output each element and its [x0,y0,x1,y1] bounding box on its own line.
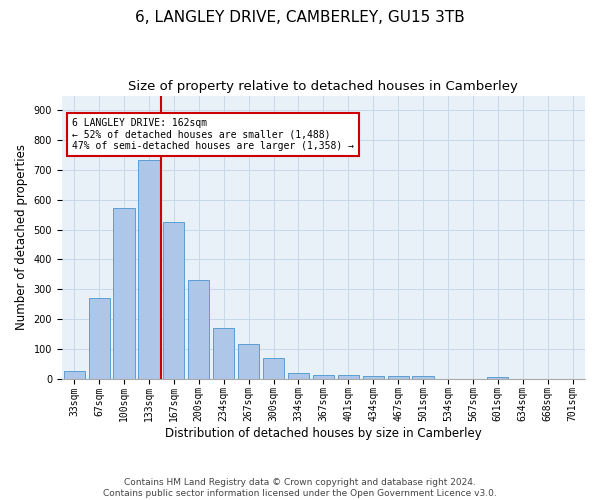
Bar [238,344,259,378]
Bar [139,160,160,378]
Bar [163,222,184,378]
Bar [288,372,309,378]
Bar [89,298,110,378]
Bar [213,328,235,378]
Bar [64,371,85,378]
Bar [388,376,409,378]
Bar [362,376,384,378]
Bar [412,376,434,378]
Bar [338,374,359,378]
X-axis label: Distribution of detached houses by size in Camberley: Distribution of detached houses by size … [165,427,482,440]
Bar [487,377,508,378]
Text: Contains HM Land Registry data © Crown copyright and database right 2024.
Contai: Contains HM Land Registry data © Crown c… [103,478,497,498]
Title: Size of property relative to detached houses in Camberley: Size of property relative to detached ho… [128,80,518,93]
Bar [313,374,334,378]
Text: 6, LANGLEY DRIVE, CAMBERLEY, GU15 3TB: 6, LANGLEY DRIVE, CAMBERLEY, GU15 3TB [135,10,465,25]
Bar [113,208,134,378]
Bar [188,280,209,378]
Bar [263,358,284,378]
Text: 6 LANGLEY DRIVE: 162sqm
← 52% of detached houses are smaller (1,488)
47% of semi: 6 LANGLEY DRIVE: 162sqm ← 52% of detache… [72,118,354,152]
Y-axis label: Number of detached properties: Number of detached properties [15,144,28,330]
